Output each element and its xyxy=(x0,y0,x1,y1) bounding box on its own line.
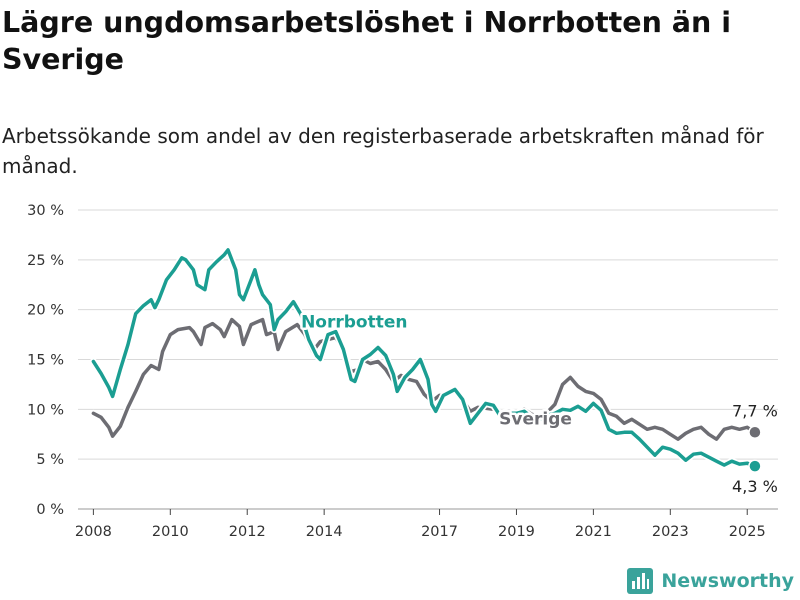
y-tick-label: 15 % xyxy=(27,353,64,369)
y-tick-label: 10 % xyxy=(27,402,64,418)
x-tick-label: 2025 xyxy=(729,524,766,540)
x-tick-label: 2021 xyxy=(575,524,612,540)
series-labels: 7,7 % Sverige 4,3 % Norrbotten xyxy=(299,310,778,496)
y-tick-label: 5 % xyxy=(36,452,64,468)
x-tick-label: 2010 xyxy=(152,524,189,540)
series-line-norrbotten xyxy=(91,248,757,468)
x-tick-label: 2017 xyxy=(421,524,458,540)
grid-lines xyxy=(78,209,778,510)
y-tick-label: 20 % xyxy=(27,303,64,319)
y-axis-ticks: 0 % 5 % 10 % 15 % 20 % 25 % 30 % xyxy=(27,203,64,518)
end-point-norrbotten xyxy=(748,459,762,473)
x-tick-label: 2019 xyxy=(498,524,535,540)
brand-name: Newsworthy xyxy=(661,570,794,592)
series-label-norrbotten: Norrbotten xyxy=(301,313,407,333)
x-tick-label: 2023 xyxy=(652,524,689,540)
x-tick-label: 2014 xyxy=(306,524,343,540)
series-line-halo-norrbotten xyxy=(89,246,759,470)
chart-subtitle: Arbetssökande som andel av den registerb… xyxy=(2,124,764,178)
bar-chart-logo-icon xyxy=(627,568,654,594)
y-tick-label: 0 % xyxy=(36,502,64,518)
x-axis-ticks: 2008 2010 2012 2014 2017 2019 2021 2023 2025 xyxy=(75,509,766,540)
end-value-label-sverige: 7,7 % xyxy=(732,401,778,420)
end-point-sverige xyxy=(748,425,762,440)
x-tick-label: 2008 xyxy=(75,524,112,540)
series-line-sverige xyxy=(91,317,757,441)
y-tick-label: 30 % xyxy=(27,203,64,219)
x-tick-label: 2012 xyxy=(229,524,266,540)
chart-title: Lägre ungdomsarbetslöshet i Norrbotten ä… xyxy=(2,6,732,76)
series-lines xyxy=(89,246,759,470)
brand[interactable]: Newsworthy xyxy=(627,568,794,594)
series-label-sverige: Sverige xyxy=(499,409,572,429)
end-value-label-norrbotten: 4,3 % xyxy=(732,477,778,496)
series-line-halo-sverige xyxy=(89,316,759,443)
y-tick-label: 25 % xyxy=(27,253,64,269)
